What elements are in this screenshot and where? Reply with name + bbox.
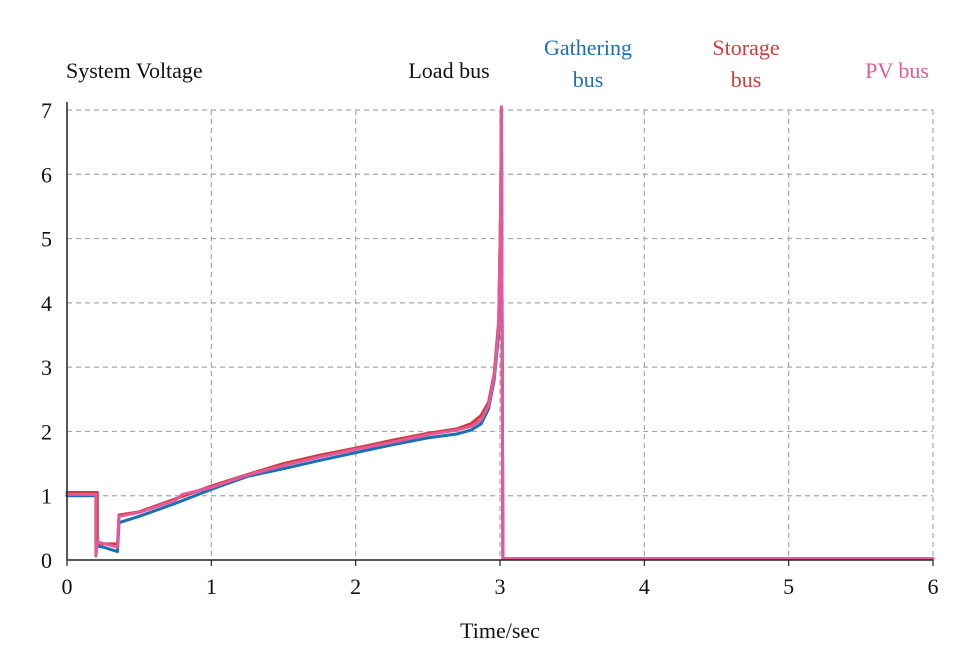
x-tick-label-6: 6 [928, 574, 939, 599]
series-line-pv [65, 105, 935, 561]
x-tick-label-5: 5 [783, 574, 794, 599]
x-tick-label-3: 3 [495, 574, 506, 599]
chart-title: System Voltage [66, 58, 203, 83]
y-tick-label-3: 3 [41, 355, 52, 380]
legend-label-gathering-line2: bus [573, 67, 604, 92]
tick-labels: 0 1 2 3 4 5 6 0 1 2 3 4 5 6 7 [41, 98, 939, 599]
y-tick-label-5: 5 [41, 227, 52, 252]
x-tick-label-4: 4 [639, 574, 650, 599]
x-tick-label-0: 0 [62, 574, 73, 599]
legend-label-storage: Storage [712, 35, 779, 60]
series-lines [65, 105, 935, 561]
y-tick-label-4: 4 [41, 291, 52, 316]
x-axis-label: Time/sec [460, 618, 540, 643]
y-tick-label-6: 6 [41, 162, 52, 187]
legend: Load bus Gathering bus Storage bus PV bus [408, 35, 929, 92]
legend-label-gathering: Gathering [544, 35, 632, 60]
legend-label-storage-line2: bus [731, 67, 762, 92]
legend-label-pv: PV bus [865, 58, 929, 83]
x-tick-label-2: 2 [350, 574, 361, 599]
y-tick-label-7: 7 [41, 98, 52, 123]
y-tick-label-2: 2 [41, 419, 52, 444]
legend-label-load: Load bus [408, 58, 489, 83]
y-tick-label-0: 0 [41, 548, 52, 573]
x-tick-label-1: 1 [206, 574, 217, 599]
y-tick-label-1: 1 [41, 484, 52, 509]
